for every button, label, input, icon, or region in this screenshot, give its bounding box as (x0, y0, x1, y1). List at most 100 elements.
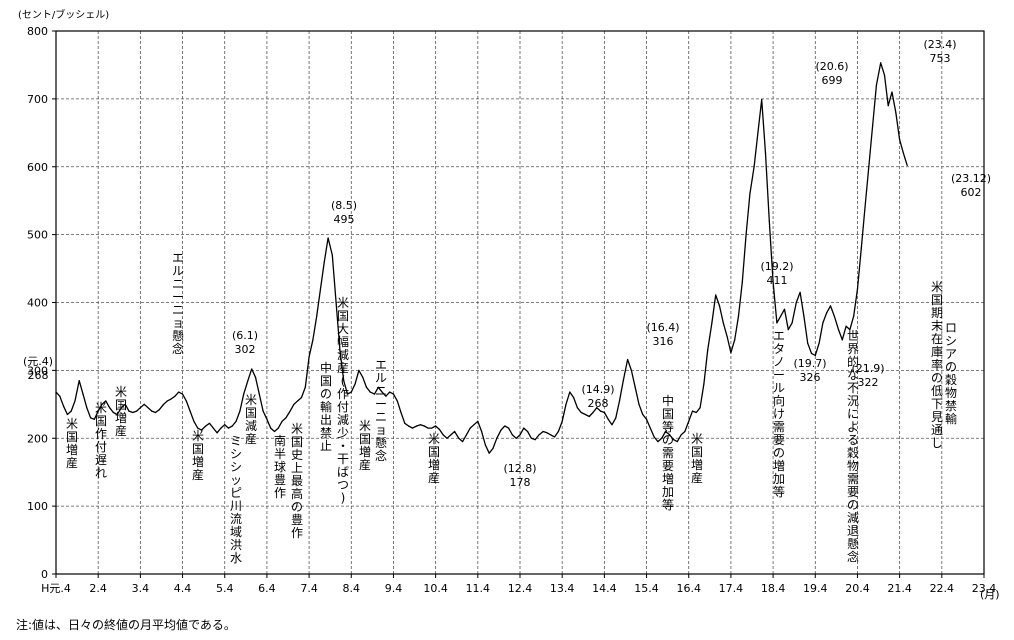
x-tick-label: 9.4 (385, 582, 403, 595)
data-point (565, 403, 567, 405)
data-point (365, 386, 368, 388)
y-axis-unit: (セント/ブッシェル) (18, 8, 109, 21)
event-label: 南半球豊作 (274, 433, 286, 500)
x-tick-label: 15.4 (634, 582, 659, 595)
annotation-value: 602 (961, 186, 982, 199)
data-point (508, 427, 510, 429)
x-tick-label: 13.4 (550, 582, 575, 595)
data-point (82, 393, 84, 395)
y-tick-label: 700 (27, 93, 48, 106)
data-point (346, 393, 349, 395)
data-point (822, 322, 824, 324)
data-point (197, 427, 199, 429)
annotation-value: 302 (235, 343, 256, 356)
data-point (404, 422, 406, 424)
data-point (783, 308, 786, 310)
data-point (680, 434, 682, 436)
data-point (454, 430, 456, 433)
annotation-value: 322 (858, 376, 879, 389)
data-point (553, 436, 556, 438)
event-label: 米国作付遅れ (95, 401, 107, 480)
data-point (795, 301, 797, 304)
annotation-period: (6.1) (232, 329, 258, 342)
data-point (354, 383, 356, 385)
data-point (734, 339, 736, 341)
data-point (500, 429, 502, 431)
data-point (139, 407, 141, 409)
annotation-period: (23.4) (923, 38, 956, 51)
data-point (327, 237, 329, 239)
annotation-value: 268 (588, 397, 609, 410)
data-point (193, 420, 195, 422)
data-point (707, 349, 709, 351)
data-point (737, 315, 740, 317)
event-label: 中国の輸出禁止 (320, 360, 332, 453)
data-point (86, 407, 88, 409)
data-point (66, 413, 68, 416)
data-point (638, 403, 640, 405)
data-point (837, 329, 840, 331)
data-point (343, 379, 345, 382)
data-point (431, 427, 433, 429)
data-point (89, 417, 92, 419)
data-point (293, 403, 295, 405)
y-tick-label: 0 (41, 568, 48, 581)
data-point (78, 379, 80, 382)
x-tick-label: 11.4 (466, 582, 491, 595)
data-point (189, 410, 191, 412)
data-point (101, 403, 103, 405)
data-point (484, 444, 487, 446)
data-point (791, 322, 793, 324)
data-point (281, 420, 283, 422)
data-point (416, 425, 418, 427)
data-point (776, 322, 778, 324)
price-chart: (セント/ブッシェル) (月) 0 100 200 300 400 500 600 700 80… (18, 8, 1000, 601)
data-point (872, 125, 874, 127)
data-point (465, 434, 468, 436)
y-tick-label: 500 (27, 229, 48, 242)
data-point (481, 430, 483, 433)
x-tick-label: 20.4 (845, 582, 870, 595)
data-point (526, 430, 529, 433)
data-point (676, 441, 678, 443)
data-point (247, 379, 249, 382)
data-point (569, 391, 571, 393)
event-label: 米国大幅減産(作付減少・干ばつ) (337, 296, 349, 505)
data-point (427, 427, 429, 429)
data-point (438, 428, 441, 431)
data-point (868, 166, 870, 168)
event-label: エルニーニョ懸念 (172, 251, 184, 356)
data-point (768, 220, 770, 222)
data-point (691, 410, 694, 412)
x-tick-label: 10.4 (423, 582, 448, 595)
event-label: 米国増産 (192, 429, 204, 482)
data-point (749, 193, 751, 195)
y-tick-label: 600 (27, 161, 48, 174)
data-point (181, 393, 184, 395)
annotation-period: (12.8) (503, 462, 536, 475)
x-tick-label: 2.4 (89, 582, 107, 595)
annotation-period: (14.9) (581, 383, 614, 396)
data-point (205, 425, 207, 427)
footnote: 注:値は、日々の終値の月平均値である。 (16, 618, 236, 632)
data-point (108, 407, 111, 409)
event-label: 米国増産 (359, 419, 371, 472)
data-point (132, 411, 134, 414)
x-tick-label: 5.4 (216, 582, 234, 595)
data-point (166, 400, 168, 402)
event-label: 米国増産 (691, 432, 703, 485)
data-point (787, 329, 789, 331)
annotation-value: 268 (28, 369, 49, 382)
data-point (62, 405, 65, 407)
data-point (864, 206, 866, 209)
data-point (462, 441, 464, 443)
data-point (814, 354, 816, 357)
data-point (523, 427, 525, 429)
x-tick-label: 3.4 (132, 582, 150, 595)
data-point (243, 393, 245, 395)
plot-frame (55, 30, 985, 575)
data-point (251, 368, 253, 370)
x-axis-unit: (月) (980, 588, 1000, 601)
data-point (235, 420, 237, 422)
y-tick-label: 100 (27, 500, 48, 513)
